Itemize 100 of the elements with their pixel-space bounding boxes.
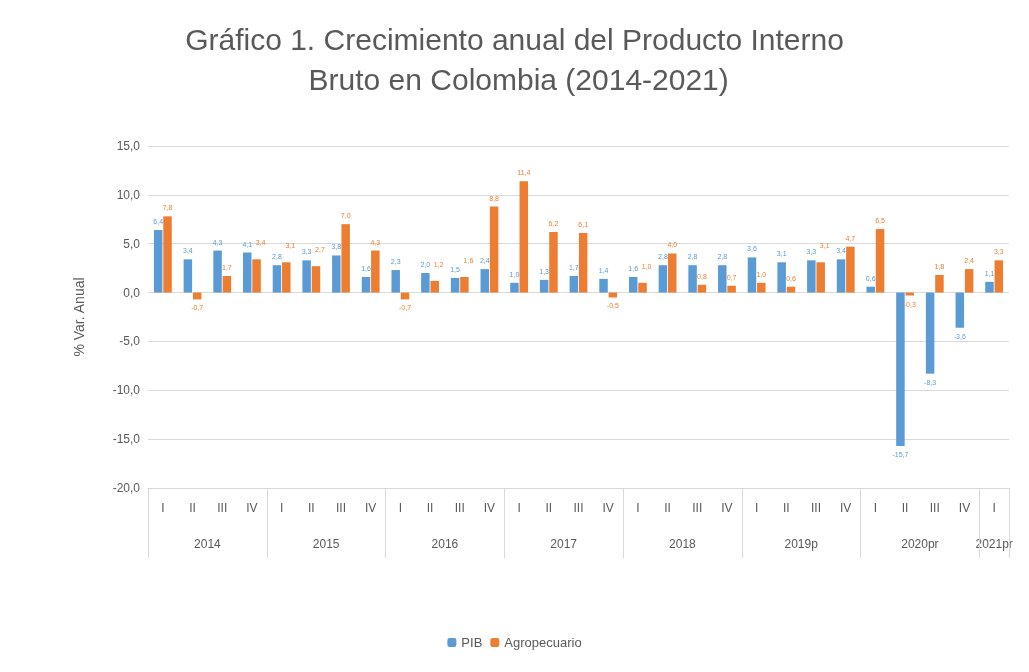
bar: [421, 273, 430, 293]
bar: [688, 265, 697, 293]
y-axis-title: % Var. Anual: [71, 277, 87, 357]
bar: [272, 265, 282, 293]
bar: [243, 252, 252, 293]
bar: [905, 292, 914, 296]
x-tick-label: IV: [365, 501, 377, 515]
bar: [955, 292, 965, 328]
bar: [727, 285, 736, 293]
bar: [222, 275, 232, 293]
bar: [302, 260, 311, 293]
x-tick-label: II: [545, 501, 553, 515]
bar: [460, 276, 469, 293]
bar: [480, 269, 490, 293]
bar: [816, 262, 825, 293]
bar: [311, 266, 321, 293]
x-tick-label: IV: [958, 501, 971, 515]
x-tick-label: I: [279, 501, 284, 515]
x-tick-label: I: [161, 501, 165, 515]
text: 2015: [312, 537, 340, 551]
bar: [450, 277, 460, 293]
x-tick-label: II: [782, 501, 790, 515]
x-tick-label: III: [573, 501, 584, 515]
bar: [777, 262, 786, 293]
x-tick-label: IV: [483, 501, 496, 515]
bar: [896, 292, 905, 446]
bar: [153, 230, 163, 293]
bar: [718, 265, 727, 293]
x-tick-label: IV: [840, 501, 852, 515]
x-tick-label: III: [692, 501, 703, 515]
x-tick-label: II: [307, 501, 315, 515]
bar: [935, 274, 944, 293]
bar: [925, 292, 935, 374]
x-tick-label: II: [189, 501, 196, 515]
y-tick-label: -20,0: [112, 481, 141, 495]
bar: [332, 255, 341, 293]
bar: [846, 246, 855, 293]
bar: [786, 286, 796, 293]
bar: [361, 276, 371, 293]
y-tick-label: 15,0: [116, 139, 141, 153]
text: 2014: [194, 537, 222, 551]
y-tick-label: 0,0: [123, 285, 141, 300]
legend-label: PIB: [461, 635, 483, 650]
x-tick-label: I: [398, 501, 403, 515]
bar: [371, 250, 380, 293]
text: 2018: [669, 537, 697, 551]
x-tick-label: I: [754, 501, 759, 515]
bar: [658, 265, 668, 293]
bar: [578, 232, 588, 293]
bar: [964, 269, 974, 293]
x-tick-label: II: [426, 501, 434, 515]
x-tick-label: I: [992, 501, 996, 515]
legend-label: Agropecuario: [504, 635, 582, 650]
bar: [599, 278, 608, 293]
bar: [213, 250, 222, 293]
y-tick-label: 5,0: [123, 236, 141, 251]
chart-title: Gráfico 1. Crecimiento anual del Producto Interno Bruto en Colombia (2014-2021): [185, 22, 844, 96]
x-tick-label: II: [901, 501, 909, 515]
bar: [282, 262, 291, 293]
y-tick-label: -10,0: [112, 383, 141, 398]
x-tick-label: III: [929, 501, 940, 515]
bar: [667, 253, 677, 293]
bar: [430, 280, 439, 293]
bar: [628, 276, 638, 293]
bar: [875, 229, 885, 293]
y-tick-label: -15,0: [112, 432, 141, 447]
y-tick-label: 10,0: [116, 187, 141, 202]
x-tick-label: II: [664, 501, 671, 515]
bar: [391, 270, 400, 293]
bar: [539, 279, 549, 293]
x-tick-label: III: [217, 501, 228, 515]
bar: [747, 257, 757, 293]
y-tick-label: -5,0: [119, 334, 141, 349]
bar: [549, 231, 558, 293]
bar: [836, 259, 846, 293]
bar: [866, 286, 875, 293]
bar: [985, 281, 994, 293]
x-tick-label: III: [454, 501, 465, 515]
x-tick-label: IV: [246, 501, 258, 515]
x-tick-label: III: [811, 501, 822, 515]
bar: [489, 206, 499, 293]
text: 2021pr: [975, 537, 1013, 551]
x-tick-label: I: [636, 501, 640, 515]
bar: [569, 275, 579, 293]
text: 2017: [550, 537, 578, 551]
bar: [163, 216, 172, 293]
text: 2016: [431, 537, 459, 551]
text: 2020pr: [901, 537, 939, 551]
bar: [183, 259, 193, 293]
x-tick-label: IV: [602, 501, 614, 515]
bar: [638, 282, 647, 293]
bar: [994, 260, 1004, 293]
bar: [510, 282, 519, 293]
text: 2019p: [784, 537, 819, 551]
x-tick-label: I: [517, 501, 521, 515]
bar: [341, 224, 350, 293]
bar: [519, 181, 529, 293]
bar: [252, 259, 261, 293]
x-tick-label: I: [873, 501, 878, 515]
x-tick-label: III: [335, 501, 346, 515]
